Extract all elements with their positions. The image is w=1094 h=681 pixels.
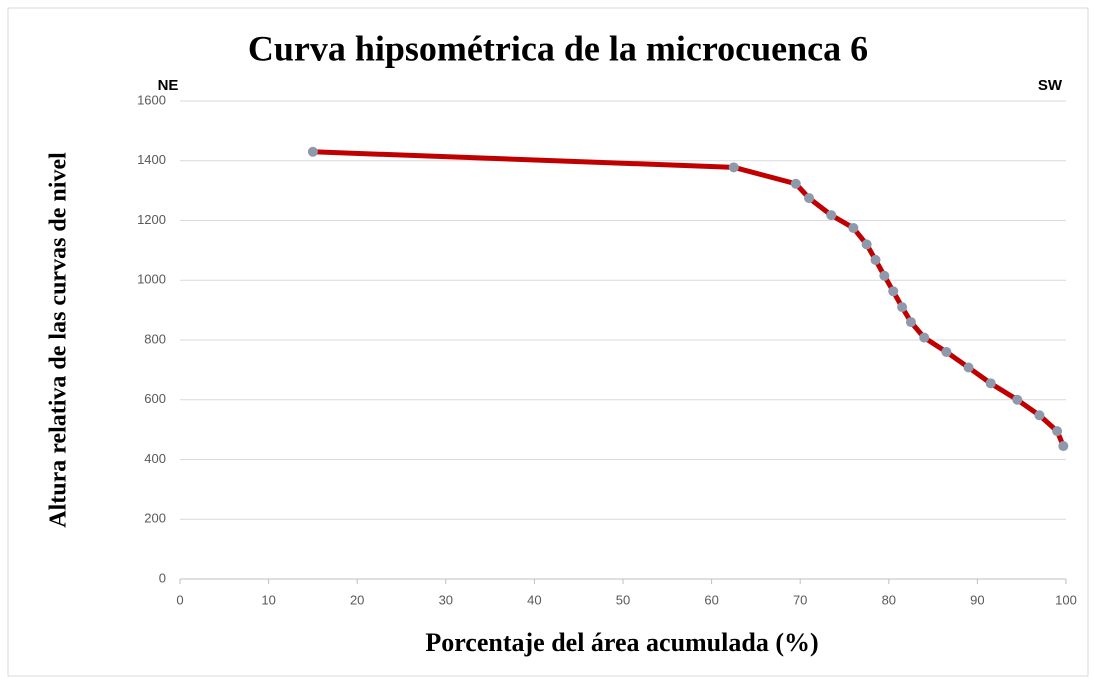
data-point <box>826 210 837 221</box>
x-tick-label: 90 <box>970 592 984 607</box>
annotation: SW <box>1038 77 1063 94</box>
data-point <box>870 254 881 265</box>
x-tick-label: 60 <box>704 592 718 607</box>
data-point <box>1052 426 1063 437</box>
data-point <box>963 362 974 373</box>
data-point <box>728 162 739 173</box>
data-point <box>985 378 996 389</box>
data-point <box>790 178 801 189</box>
x-tick-label: 30 <box>439 592 453 607</box>
data-point <box>941 346 952 357</box>
y-tick-label: 600 <box>144 391 166 406</box>
data-point <box>1058 441 1069 452</box>
data-point <box>897 302 908 313</box>
x-tick-label: 80 <box>882 592 896 607</box>
data-point <box>888 286 899 297</box>
data-point <box>861 239 872 250</box>
y-tick-label: 200 <box>144 511 166 526</box>
data-point <box>919 332 930 343</box>
y-tick-label: 1000 <box>137 272 166 287</box>
chart-frame <box>7 7 1089 677</box>
y-tick-label: 1400 <box>137 152 166 167</box>
y-tick-label: 0 <box>159 570 166 585</box>
data-point <box>848 222 859 233</box>
data-point <box>307 146 318 157</box>
x-tick-label: 40 <box>527 592 541 607</box>
data-point <box>1012 394 1023 405</box>
data-point <box>879 270 890 281</box>
x-tick-label: 0 <box>176 592 183 607</box>
x-tick-label: 50 <box>616 592 630 607</box>
x-axis-label: Porcentaje del área acumulada (%) <box>425 628 818 657</box>
x-tick-label: 10 <box>261 592 275 607</box>
y-tick-label: 1200 <box>137 212 166 227</box>
data-point <box>905 317 916 328</box>
chart-title: Curva hipsométrica de la microcuenca 6 <box>248 28 868 68</box>
annotation: NE <box>158 77 179 94</box>
data-point <box>1034 410 1045 421</box>
x-tick-label: 100 <box>1055 592 1077 607</box>
y-tick-label: 800 <box>144 331 166 346</box>
y-tick-label: 1600 <box>137 92 166 107</box>
x-tick-label: 20 <box>350 592 364 607</box>
x-tick-label: 70 <box>793 592 807 607</box>
y-axis-label: Altura relativa de las curvas de nivel <box>46 152 72 528</box>
data-point <box>804 193 815 204</box>
y-tick-label: 400 <box>144 451 166 466</box>
